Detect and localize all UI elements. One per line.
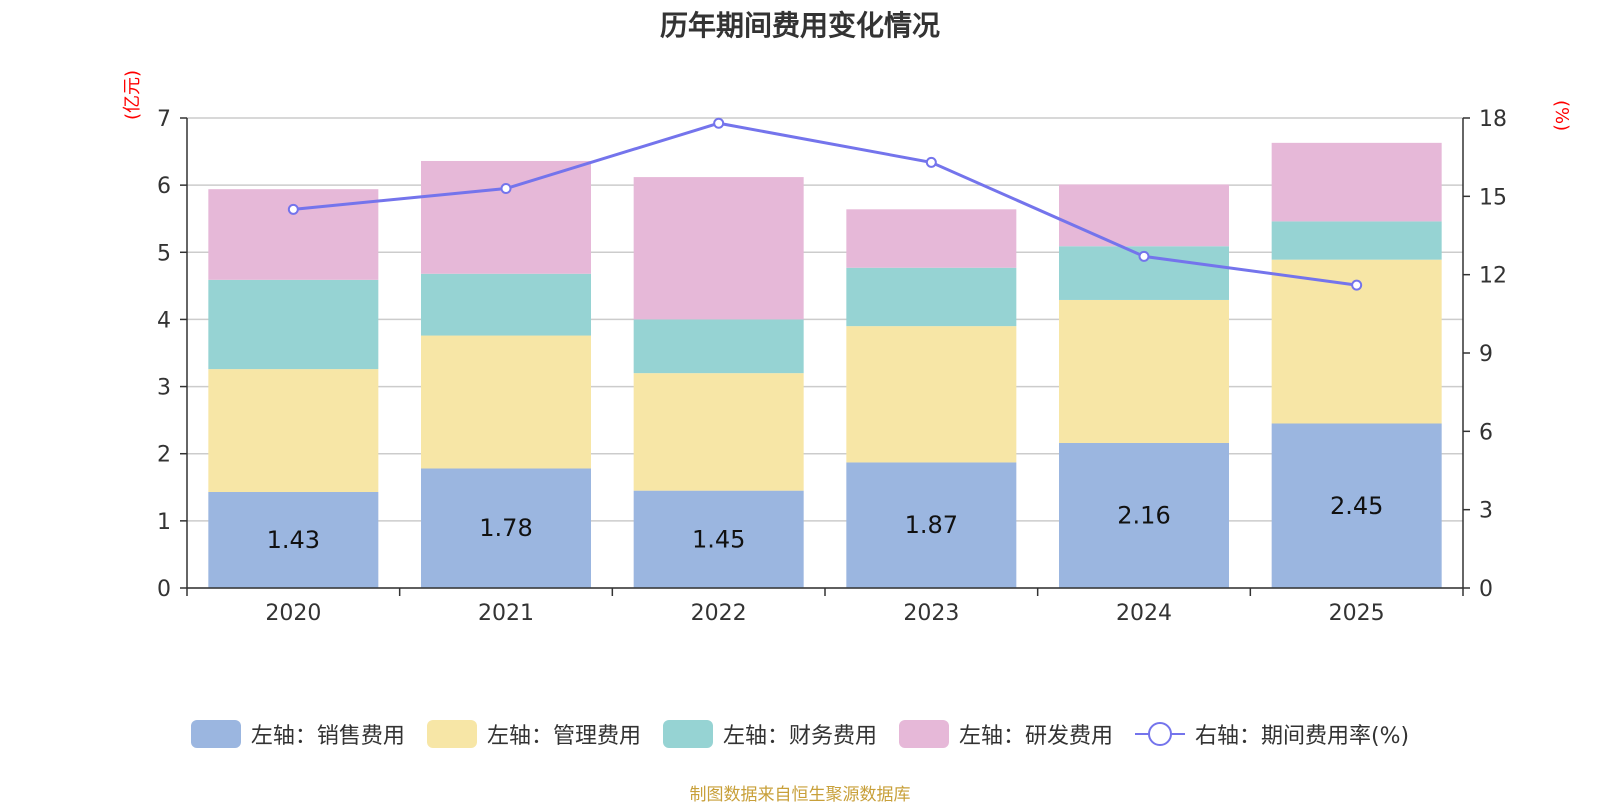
bar-segment-3-2024	[1059, 184, 1229, 247]
left-tick-label: 6	[157, 174, 171, 199]
right-tick-label: 0	[1479, 577, 1493, 602]
bar-segment-0-2022	[633, 490, 804, 588]
bar-data-label: 2.16	[1117, 501, 1170, 529]
bar-segment-3-2023	[846, 209, 1017, 268]
bar-segment-2-2020	[208, 279, 379, 370]
left-tick-label: 7	[157, 107, 171, 132]
legend-item-finance[interactable]: 左轴：财务费用	[662, 718, 877, 750]
legend-item-admin[interactable]: 左轴：管理费用	[426, 718, 641, 750]
bar-segment-3-2022	[633, 177, 804, 320]
expense-rate-point	[1138, 250, 1150, 262]
expense-rate-point	[713, 117, 725, 129]
legend-label-finance: 左轴：财务费用	[722, 724, 877, 749]
legend-label-admin: 左轴：管理费用	[486, 724, 641, 749]
expense-rate-point	[1351, 279, 1363, 291]
legend-item-rnd[interactable]: 左轴：研发费用	[898, 718, 1113, 750]
bar-data-label: 1.78	[479, 514, 532, 542]
bar-data-label: 1.45	[692, 525, 745, 553]
bar-segment-3-2025	[1271, 142, 1442, 222]
legend-swatch-finance	[662, 720, 713, 748]
legend-label-sales: 左轴：销售费用	[250, 724, 405, 749]
legend-swatch-admin	[426, 720, 477, 748]
bar-segment-1-2020	[208, 369, 379, 492]
bar-segment-2-2023	[846, 267, 1017, 327]
bar-segment-2-2022	[633, 319, 804, 374]
legend: 左轴：销售费用 左轴：管理费用 左轴：财务费用 左轴：研发费用 右轴：期间费用率…	[0, 718, 1600, 750]
bar-segment-3-2021	[421, 160, 591, 274]
x-tick-label: 2024	[1116, 601, 1172, 626]
expense-rate-line	[293, 121, 1357, 287]
right-tick-label: 12	[1479, 264, 1507, 289]
left-tick-label: 2	[157, 443, 171, 468]
bar-segment-2-2021	[421, 273, 591, 336]
right-tick-label: 18	[1479, 107, 1507, 132]
bar-segment-0-2020	[208, 491, 379, 588]
x-tick-label: 2023	[903, 601, 959, 626]
bar-segment-0-2021	[421, 468, 591, 588]
expense-rate-point	[500, 183, 512, 194]
expense-rate-point	[925, 156, 937, 168]
legend-swatch-expense-rate	[1134, 720, 1185, 748]
bar-segment-0-2023	[846, 462, 1017, 588]
left-tick-label: 5	[157, 241, 171, 266]
bar-segment-1-2024	[1059, 299, 1229, 443]
left-tick-label: 3	[157, 376, 171, 401]
legend-label-rnd: 左轴：研发费用	[958, 724, 1113, 749]
bar-segment-1-2022	[633, 373, 804, 491]
right-tick-label: 6	[1479, 420, 1493, 445]
source-footer: 制图数据来自恒生聚源数据库	[689, 785, 911, 805]
legend-swatch-sales	[190, 720, 241, 748]
left-tick-label: 4	[157, 308, 171, 333]
x-tick-label: 2025	[1329, 601, 1385, 626]
bar-segment-0-2025	[1271, 423, 1442, 588]
right-tick-label: 15	[1479, 185, 1507, 210]
legend-item-expense-rate[interactable]: 右轴：期间费用率(%)	[1134, 718, 1410, 750]
expense-rate-point	[287, 203, 299, 215]
left-tick-label: 0	[157, 577, 171, 602]
bar-segment-2-2025	[1271, 221, 1442, 260]
bar-segment-1-2021	[421, 335, 591, 469]
right-tick-label: 3	[1479, 499, 1493, 524]
bar-data-label: 2.45	[1330, 492, 1383, 520]
chart-title: 历年期间费用变化情况	[659, 9, 940, 42]
legend-swatch-rnd	[898, 720, 949, 748]
bar-data-label: 1.87	[905, 511, 958, 539]
bar-segment-1-2023	[846, 326, 1017, 463]
legend-label-expense-rate: 右轴：期间费用率(%)	[1194, 724, 1410, 749]
right-tick-label: 9	[1479, 342, 1493, 367]
bar-data-label: 1.43	[267, 526, 320, 554]
bar-segment-0-2024	[1059, 442, 1229, 588]
left-tick-label: 1	[157, 510, 171, 535]
x-tick-label: 2022	[691, 601, 747, 626]
legend-item-sales[interactable]: 左轴：销售费用	[190, 718, 405, 750]
x-tick-label: 2020	[265, 601, 321, 626]
x-tick-label: 2021	[478, 601, 534, 626]
